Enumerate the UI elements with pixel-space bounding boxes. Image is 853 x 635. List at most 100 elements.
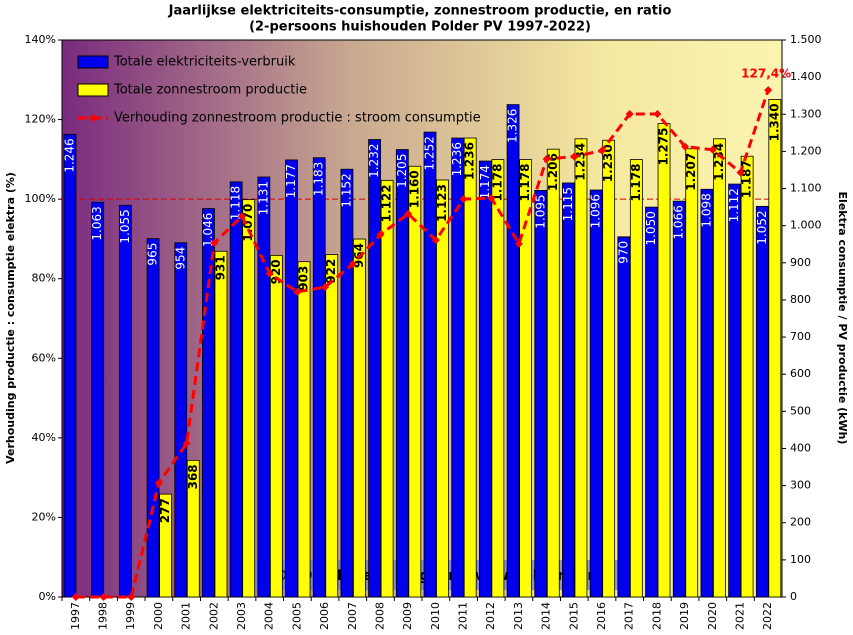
bar-value-label: 1.066 [672, 205, 686, 239]
bar [700, 188, 714, 598]
bar [562, 182, 575, 598]
ratio-value-label: 127,4% [741, 67, 791, 81]
y-tick-label: 0% [39, 590, 56, 603]
bar-value-label: 1.187 [740, 160, 754, 198]
x-tick-label: 2019 [678, 602, 691, 630]
chart-title: Jaarlijkse elektriciteits-consumptie, zo… [168, 4, 672, 19]
ratio-marker [71, 593, 80, 601]
bar-value-label: 1.252 [423, 136, 437, 170]
y2-tick-label: 300 [790, 479, 811, 492]
y2-tick-label: 100 [790, 553, 811, 566]
bar-value-label: 1.207 [684, 153, 698, 191]
bar-value-label: 954 [173, 247, 187, 270]
ratio-marker [265, 269, 274, 278]
bar-value-label: 1.095 [533, 194, 547, 228]
bar [451, 137, 465, 598]
x-tick-label: 2008 [373, 602, 386, 630]
bar [257, 176, 271, 598]
bar [380, 179, 394, 598]
y2-tick-label: 400 [790, 441, 811, 454]
legend-swatch [77, 55, 109, 69]
ratio-marker [182, 439, 191, 448]
y-axis-title: Verhouding productie : consumptie elektr… [4, 172, 17, 464]
x-tick-label: 2014 [540, 602, 553, 630]
x-tick-label: 2013 [512, 602, 525, 630]
bar [423, 131, 437, 598]
bar [297, 261, 311, 598]
bar [325, 254, 339, 598]
bar [159, 493, 172, 598]
x-tick-label: 1998 [97, 602, 110, 630]
legend-label: Verhouding zonnestroom productie : stroo… [114, 111, 481, 126]
bar-value-label: 1.063 [90, 206, 104, 240]
bar [478, 160, 492, 598]
ratio-marker [570, 152, 579, 161]
ratio-marker [321, 283, 330, 292]
bar-value-label: 1.326 [506, 109, 520, 143]
y2-tick-label: 1.400 [790, 70, 822, 83]
ratio-marker [293, 287, 302, 296]
ratio-marker [681, 142, 690, 151]
legend-label: Totale elektriciteits-verbruik [113, 55, 296, 70]
bar-value-label: 903 [297, 266, 311, 291]
x-tick-label: 2022 [761, 602, 774, 630]
ratio-marker [459, 195, 468, 204]
bar [368, 139, 382, 598]
ratio-marker [625, 110, 634, 119]
bar-value-label: 1.096 [589, 194, 603, 228]
bar [657, 123, 671, 598]
x-tick-label: 1999 [124, 602, 137, 630]
ratio-marker [514, 239, 523, 248]
ratio-marker [598, 146, 606, 155]
bar-value-label: 1.050 [644, 211, 658, 245]
y2-tick-label: 0 [790, 590, 797, 603]
x-tick-label: 2017 [623, 602, 636, 630]
bar [340, 168, 354, 598]
bar-value-label: 1.131 [256, 181, 270, 215]
ratio-marker [542, 154, 551, 163]
x-tick-label: 2002 [207, 602, 220, 630]
bar-value-label: 1.052 [755, 210, 769, 244]
bar-value-label: 1.205 [395, 154, 409, 188]
bar [685, 148, 699, 598]
bar-value-label: 1.340 [767, 103, 781, 141]
x-tick-label: 2000 [152, 602, 165, 630]
bar-value-label: 1.160 [407, 170, 421, 208]
legend-marker [89, 114, 97, 122]
y2-tick-label: 900 [790, 256, 811, 269]
bar-value-label: 1.055 [118, 209, 132, 243]
bar [312, 157, 326, 598]
bar [229, 181, 243, 598]
chart-subtitle: (2-persoons huishouden Polder PV 1997-20… [249, 20, 591, 35]
bar [574, 138, 588, 598]
y-tick-label: 120% [25, 113, 56, 126]
bar-value-label: 1.098 [699, 193, 713, 227]
bar-value-label: 1.236 [450, 142, 464, 176]
ratio-marker [348, 259, 357, 268]
ratio-marker [210, 238, 219, 247]
ratio-marker [708, 145, 717, 154]
bar-value-label: 1.232 [367, 144, 381, 178]
x-tick-label: 1997 [69, 602, 82, 630]
bar [395, 149, 409, 598]
x-tick-label: 2020 [706, 602, 719, 630]
bar-value-label: 1.122 [380, 184, 394, 222]
bar [186, 459, 200, 598]
ratio-marker [431, 236, 440, 245]
bar [214, 250, 228, 598]
bar-value-label: 1.178 [629, 164, 643, 202]
bar [202, 208, 215, 598]
x-tick-label: 2007 [346, 602, 359, 630]
ratio-marker [653, 110, 662, 119]
y-tick-label: 80% [32, 272, 56, 285]
y2-tick-label: 600 [790, 367, 811, 380]
x-tick-label: 2006 [318, 602, 331, 630]
y-tick-label: 20% [32, 510, 56, 523]
bar-value-label: 931 [213, 255, 227, 280]
bar-value-label: 922 [324, 259, 338, 284]
bar-value-label: 1.246 [63, 138, 77, 172]
bar [146, 238, 160, 598]
x-tick-label: 2021 [733, 602, 746, 630]
bar-value-label: 1.152 [339, 173, 353, 207]
bar-value-label: 1.046 [201, 213, 215, 247]
